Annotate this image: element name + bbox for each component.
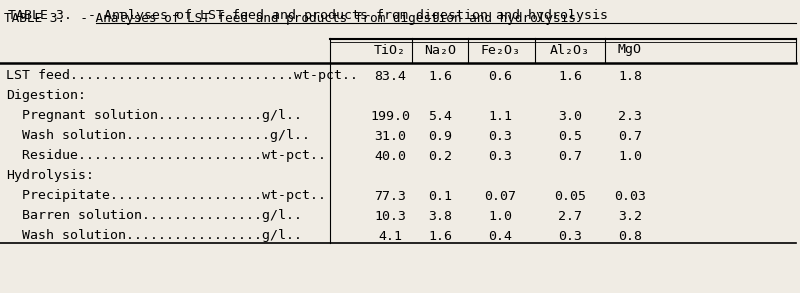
Text: Residue.......................wt-pct..: Residue.......................wt-pct.. [6, 149, 326, 163]
Text: 3.0: 3.0 [558, 110, 582, 122]
Text: 1.1: 1.1 [488, 110, 512, 122]
Text: 31.0: 31.0 [374, 130, 406, 142]
Text: 2.3: 2.3 [618, 110, 642, 122]
Text: Al₂O₃: Al₂O₃ [550, 43, 590, 57]
Text: 0.4: 0.4 [488, 229, 512, 243]
Text: 1.6: 1.6 [428, 229, 452, 243]
Text: 4.1: 4.1 [378, 229, 402, 243]
Text: 1.6: 1.6 [558, 69, 582, 83]
Text: 0.3: 0.3 [488, 149, 512, 163]
Text: TABLE 3.  - Analyses of LST feed and products from digestion and hydrolysis: TABLE 3. - Analyses of LST feed and prod… [8, 9, 608, 22]
Text: MgO: MgO [618, 43, 642, 57]
Text: 0.3: 0.3 [558, 229, 582, 243]
Text: 0.7: 0.7 [558, 149, 582, 163]
Text: 3.2: 3.2 [618, 209, 642, 222]
Text: 0.2: 0.2 [428, 149, 452, 163]
Text: 5.4: 5.4 [428, 110, 452, 122]
Text: Barren solution...............g/l..: Barren solution...............g/l.. [6, 209, 302, 222]
Text: Wash solution.................g/l..: Wash solution.................g/l.. [6, 229, 302, 243]
Text: 0.5: 0.5 [558, 130, 582, 142]
Text: LST feed............................wt-pct..: LST feed............................wt-p… [6, 69, 358, 83]
Text: 1.0: 1.0 [618, 149, 642, 163]
Text: TABLE 3.  - Analyses of LST feed and products from digestion and hydrolysis: TABLE 3. - Analyses of LST feed and prod… [4, 12, 576, 25]
Text: 10.3: 10.3 [374, 209, 406, 222]
Text: 0.3: 0.3 [488, 130, 512, 142]
Text: 0.07: 0.07 [484, 190, 516, 202]
Text: 0.05: 0.05 [554, 190, 586, 202]
Text: Fe₂O₃: Fe₂O₃ [480, 43, 520, 57]
Text: 0.6: 0.6 [488, 69, 512, 83]
Text: 0.1: 0.1 [428, 190, 452, 202]
Text: 0.8: 0.8 [618, 229, 642, 243]
Text: 0.9: 0.9 [428, 130, 452, 142]
Text: 83.4: 83.4 [374, 69, 406, 83]
Text: 77.3: 77.3 [374, 190, 406, 202]
Text: Wash solution..................g/l..: Wash solution..................g/l.. [6, 130, 310, 142]
Text: 0.03: 0.03 [614, 190, 646, 202]
Text: 1.6: 1.6 [428, 69, 452, 83]
Text: Digestion:: Digestion: [6, 89, 86, 103]
Text: 2.7: 2.7 [558, 209, 582, 222]
Text: 1.8: 1.8 [618, 69, 642, 83]
Text: 199.0: 199.0 [370, 110, 410, 122]
Text: 3.8: 3.8 [428, 209, 452, 222]
Text: Hydrolysis:: Hydrolysis: [6, 169, 94, 183]
Text: Na₂O: Na₂O [424, 43, 456, 57]
Text: Precipitate...................wt-pct..: Precipitate...................wt-pct.. [6, 190, 326, 202]
Text: 40.0: 40.0 [374, 149, 406, 163]
Text: 1.0: 1.0 [488, 209, 512, 222]
Text: Pregnant solution.............g/l..: Pregnant solution.............g/l.. [6, 110, 302, 122]
Text: TiO₂: TiO₂ [374, 43, 406, 57]
Text: 0.7: 0.7 [618, 130, 642, 142]
